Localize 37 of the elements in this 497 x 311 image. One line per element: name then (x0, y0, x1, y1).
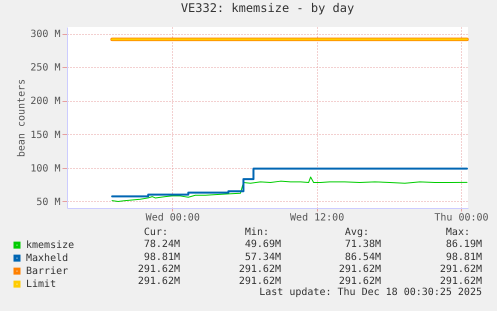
legend-label: Limit (26, 279, 56, 290)
text: 78.24M (144, 239, 180, 252)
text: 98.81M (144, 252, 180, 264)
line-series (112, 176, 468, 202)
text: 291.62M (338, 264, 381, 276)
legend-label: Barrier (26, 266, 68, 278)
x-tick-label: Thu 00:00 (434, 212, 489, 224)
legend-label: kmemsize (26, 240, 74, 252)
text: 291.62M (440, 276, 482, 288)
x-tick-label: Wed 12:00 (290, 212, 344, 224)
x-tick-label: Wed 00:00 (146, 212, 200, 224)
text: 291.62M (238, 276, 281, 288)
text: Cur: (144, 227, 168, 239)
text: 291.62M (440, 264, 482, 276)
text: 291.62M (138, 264, 180, 276)
y-tick-label: 200 M (30, 96, 60, 108)
text: 86.19M (446, 239, 482, 252)
y-axis-title: bean counters (16, 78, 28, 158)
text: 49.69M (244, 239, 281, 252)
text: 98.81M (446, 252, 482, 264)
text: 86.54M (344, 252, 381, 264)
text: 57.34M (244, 252, 281, 264)
legend-label: Maxheld (26, 253, 68, 264)
text: Max: (446, 227, 470, 239)
text: Last update: Thu Dec 18 00:30:25 2025 (259, 287, 482, 299)
y-tick-label: 300 M (30, 29, 60, 40)
y-tick-label: 100 M (30, 163, 60, 174)
text: 71.38M (344, 239, 381, 252)
text: Min: (244, 227, 269, 239)
y-tick-label: 50 M (36, 196, 60, 208)
text: 291.62M (138, 276, 180, 288)
y-tick-label: 150 M (30, 130, 60, 141)
text: 291.62M (338, 276, 381, 288)
chart-title: VE332: kmemsize - by day (180, 1, 354, 15)
text: 291.62M (238, 264, 281, 276)
text: Avg: (344, 227, 369, 239)
y-tick-label: 250 M (30, 62, 60, 74)
